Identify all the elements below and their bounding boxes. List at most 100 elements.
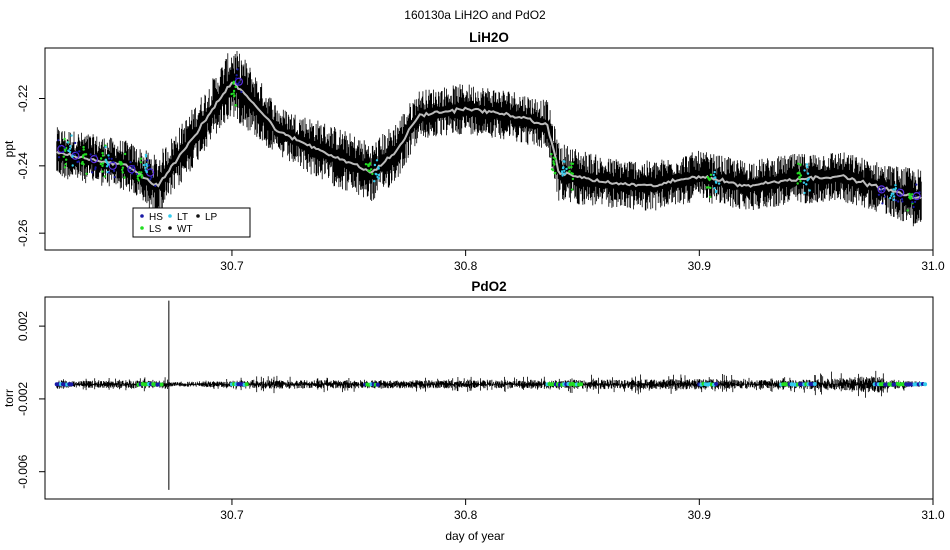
lt-point <box>104 158 108 162</box>
ls-point <box>709 195 712 199</box>
ls-point <box>570 188 574 191</box>
lt-point <box>145 164 148 167</box>
lt-point <box>105 165 109 168</box>
legend-label-lp: LP <box>205 212 218 223</box>
lt-point <box>805 163 809 166</box>
hs-dot <box>147 164 150 167</box>
pdo2-dot <box>375 382 380 387</box>
chart-lih2o-title: LiH2O <box>469 30 509 45</box>
ls-point <box>364 163 368 166</box>
lt-point <box>377 177 380 180</box>
lt-point <box>377 167 380 170</box>
figure-title: 160130a LiH2O and PdO2 <box>404 8 546 22</box>
ls-point <box>230 92 233 96</box>
hs-dot <box>240 90 243 93</box>
ls-point <box>796 182 799 185</box>
hs-dot <box>236 68 239 71</box>
lt-point <box>561 166 565 170</box>
hs-dot <box>57 156 61 159</box>
hs-dot <box>146 159 149 162</box>
ls-point <box>103 175 107 178</box>
lt-point <box>563 169 566 172</box>
legend-label-ls: LS <box>149 224 162 235</box>
hs-dot <box>235 77 238 80</box>
ls-point <box>705 186 709 189</box>
ls-point <box>567 166 571 169</box>
hs-dot <box>150 176 153 179</box>
lt-point <box>803 191 806 195</box>
lt-point <box>377 173 380 177</box>
hs-dot <box>110 157 113 160</box>
hs-point <box>89 155 99 164</box>
lt-point <box>892 188 895 191</box>
ls-point <box>232 89 236 93</box>
pdo2-dot <box>812 382 817 386</box>
ls-point <box>796 172 799 175</box>
x-tick-label: 30.8 <box>454 508 478 522</box>
legend-label-hs: HS <box>149 212 163 223</box>
x-tick-label: 31.0 <box>921 259 945 273</box>
hs-dot <box>897 188 901 191</box>
ls-point <box>140 171 143 174</box>
hs-dot <box>75 151 78 154</box>
ls-point <box>99 162 103 166</box>
hs-dot <box>894 199 897 202</box>
lt-point <box>894 184 897 187</box>
chart-lih2o-plot-frame <box>44 47 934 251</box>
hs-dot <box>882 189 885 192</box>
hs-dot <box>877 193 881 196</box>
ls-point <box>139 157 143 160</box>
ls-point <box>65 158 68 161</box>
ls-point <box>709 173 713 176</box>
ls-point <box>908 192 911 196</box>
legend-marker-ls <box>140 226 144 230</box>
lih2o-raw-trace <box>56 51 922 227</box>
ls-point <box>554 157 557 161</box>
ls-point <box>367 164 370 168</box>
lt-point <box>803 169 806 172</box>
hs-dot <box>901 200 904 203</box>
lt-point <box>715 181 718 184</box>
ls-point <box>369 162 372 165</box>
hs-dot <box>94 166 97 169</box>
x-tick-label: 30.7 <box>220 259 244 273</box>
ls-point <box>799 163 802 166</box>
hs-dot <box>149 167 152 170</box>
hs-dot <box>107 157 111 160</box>
hs-dot <box>154 184 157 187</box>
lt-point <box>71 155 74 158</box>
chart-pdo2-traces <box>54 300 928 490</box>
ls-point <box>137 179 140 182</box>
chart-pdo2-xlabel: day of year <box>445 529 504 543</box>
hs-dot <box>884 195 887 198</box>
ls-point <box>140 174 144 177</box>
lt-point <box>71 164 74 167</box>
lt-point <box>713 170 716 174</box>
lt-point <box>373 180 376 183</box>
ls-point <box>911 193 914 196</box>
lt-point <box>563 172 567 175</box>
hs-dot <box>78 150 81 153</box>
chart-lih2o-legend: HS LT LP LS WT <box>132 207 251 238</box>
lt-point <box>144 166 147 169</box>
ls-point <box>64 163 67 166</box>
ls-point <box>571 177 575 181</box>
lt-point <box>145 170 148 174</box>
hs-dot <box>113 169 116 172</box>
lt-point <box>144 153 148 157</box>
hs-dot <box>90 159 93 162</box>
lt-point <box>715 189 718 193</box>
legend-label-lt: LT <box>177 212 188 223</box>
hs-dot <box>74 141 77 145</box>
ls-point <box>571 172 574 175</box>
x-tick-label: 30.7 <box>220 508 244 522</box>
lt-point <box>107 154 110 157</box>
hs-dot <box>77 160 80 163</box>
pdo2-dot <box>159 382 164 387</box>
ls-point <box>798 172 801 175</box>
lt-point <box>561 174 564 177</box>
hs-dot <box>135 172 138 176</box>
ls-point <box>140 176 143 179</box>
chart-pdo2: PdO2 30.7 30.8 30.9 31.0 -0.006 -0.002 0.002 t… <box>2 279 945 543</box>
